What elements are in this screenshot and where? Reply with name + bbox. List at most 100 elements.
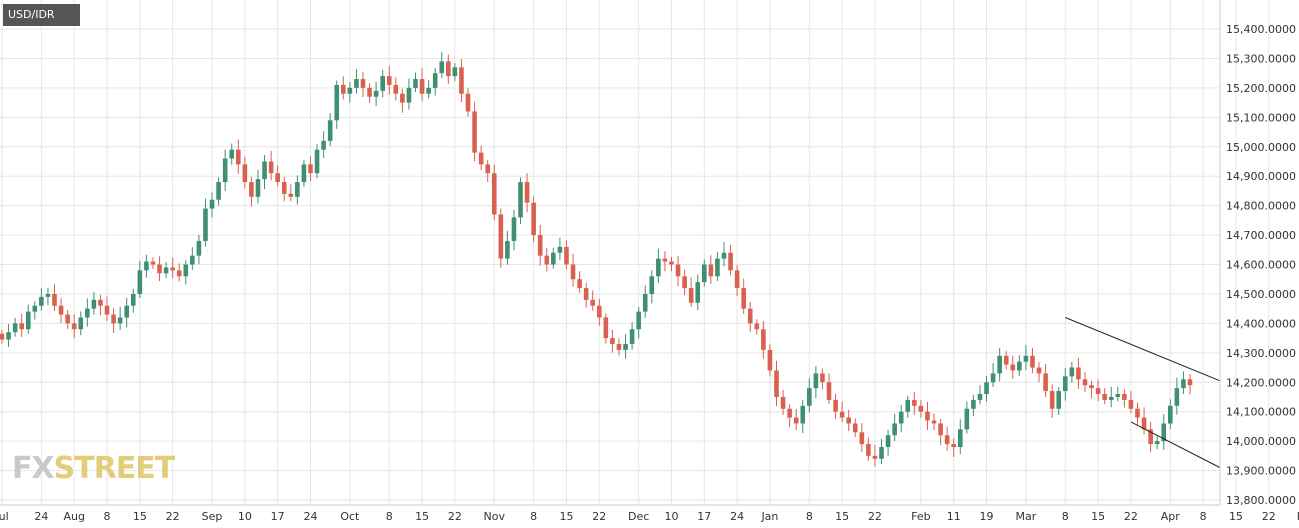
candle-body [971, 399, 976, 409]
candle-body [787, 408, 792, 418]
y-tick-label: 14,300.0000 [1226, 347, 1296, 360]
y-tick-label: 14,200.0000 [1226, 376, 1296, 389]
x-tick-label: 17 [697, 510, 711, 523]
candle-body [570, 264, 576, 280]
y-tick-label: 15,300.0000 [1226, 52, 1296, 65]
candle-body [826, 382, 832, 400]
x-tick-label: May [1297, 510, 1299, 523]
candle-body [367, 87, 372, 97]
candle-body [432, 73, 438, 88]
candle-body [951, 444, 957, 448]
candle-body [91, 299, 97, 309]
candle-body [984, 382, 989, 395]
candle-body [45, 293, 51, 297]
candle-body [472, 111, 477, 153]
candle-body [196, 240, 202, 256]
candle-body [249, 182, 254, 197]
candle-body [144, 261, 149, 271]
candle-body [439, 61, 445, 74]
x-tick-label: 15 [835, 510, 849, 523]
candle-body [557, 246, 563, 253]
x-tick-label: 22 [448, 510, 462, 523]
candle-body [734, 270, 740, 289]
x-tick-label: Nov [484, 510, 506, 523]
candle-body [98, 299, 103, 306]
candle-body [275, 173, 280, 183]
candle-body [354, 79, 359, 88]
candle-body [1023, 355, 1029, 362]
candle-body [918, 405, 924, 412]
watermark-logo: FXSTREET [12, 451, 175, 486]
candle-body [235, 149, 241, 165]
candle-body [846, 417, 851, 424]
x-tick-label: 15 [133, 510, 147, 523]
channel-upper-line [1065, 317, 1221, 382]
candle-body [1102, 394, 1107, 400]
candle-body [505, 240, 510, 259]
candle-body [879, 447, 884, 459]
candle-body [596, 305, 602, 318]
candle-body [813, 373, 819, 389]
candle-body [1056, 391, 1062, 409]
channel-lines [1065, 317, 1221, 469]
candle-body [314, 149, 320, 174]
candle-body [669, 261, 674, 265]
candle-body [820, 373, 825, 383]
candle-body [1017, 361, 1022, 371]
candle-body [446, 61, 451, 77]
x-tick-label: 15 [415, 510, 429, 523]
candle-body [65, 314, 70, 324]
candle-body [124, 305, 130, 318]
y-tick-label: 15,400.0000 [1226, 23, 1296, 36]
y-tick-label: 13,800.0000 [1226, 494, 1296, 507]
candle-body [491, 173, 497, 215]
candle-body [872, 455, 878, 459]
candle-body [610, 338, 615, 344]
x-tick-label: Jan [760, 510, 778, 523]
candle-body [518, 182, 523, 218]
candle-body [1010, 364, 1016, 371]
candle-body [649, 276, 655, 294]
candle-body [577, 279, 582, 289]
x-tick-label: 17 [271, 510, 285, 523]
candle-body [682, 276, 687, 289]
x-tick-label: 24 [34, 510, 48, 523]
x-tick-label: 11 [947, 510, 961, 523]
candle-body [400, 93, 405, 103]
candle-body [229, 149, 235, 159]
candle-body [12, 323, 18, 333]
candle-body [1036, 367, 1042, 374]
x-tick-label: 15 [1091, 510, 1105, 523]
x-tick-label: 10 [664, 510, 678, 523]
candle-body [478, 152, 484, 165]
candle-body [255, 179, 261, 197]
symbol-badge: USD/IDR [3, 4, 80, 26]
candle-body [957, 429, 963, 448]
x-tick-label: Feb [911, 510, 930, 523]
x-tick-label: Dec [628, 510, 649, 523]
y-tick-label: 15,100.0000 [1226, 111, 1296, 124]
candle-body [1082, 379, 1088, 386]
x-tick-label: 22 [868, 510, 882, 523]
x-tick-label: 8 [1200, 510, 1207, 523]
candle-body [242, 164, 248, 183]
x-tick-label: 22 [592, 510, 606, 523]
candle-body [767, 349, 773, 371]
candle-body [1122, 394, 1127, 400]
x-tick-label: 8 [104, 510, 111, 523]
candle-body [347, 87, 353, 94]
candle-body [1089, 385, 1094, 389]
y-tick-label: 13,900.0000 [1226, 465, 1296, 478]
candle-body [1108, 396, 1114, 400]
candle-body [898, 411, 904, 424]
y-tick-label: 14,700.0000 [1226, 229, 1296, 242]
candle-body [583, 288, 589, 300]
candle-body [728, 252, 733, 271]
candle-body [944, 435, 950, 445]
candle-body [1115, 394, 1121, 397]
candle-body [1095, 388, 1101, 395]
x-tick-label: 15 [559, 510, 573, 523]
y-tick-label: 15,200.0000 [1226, 82, 1296, 95]
candle-body [747, 308, 753, 324]
y-tick-label: 14,800.0000 [1226, 200, 1296, 213]
